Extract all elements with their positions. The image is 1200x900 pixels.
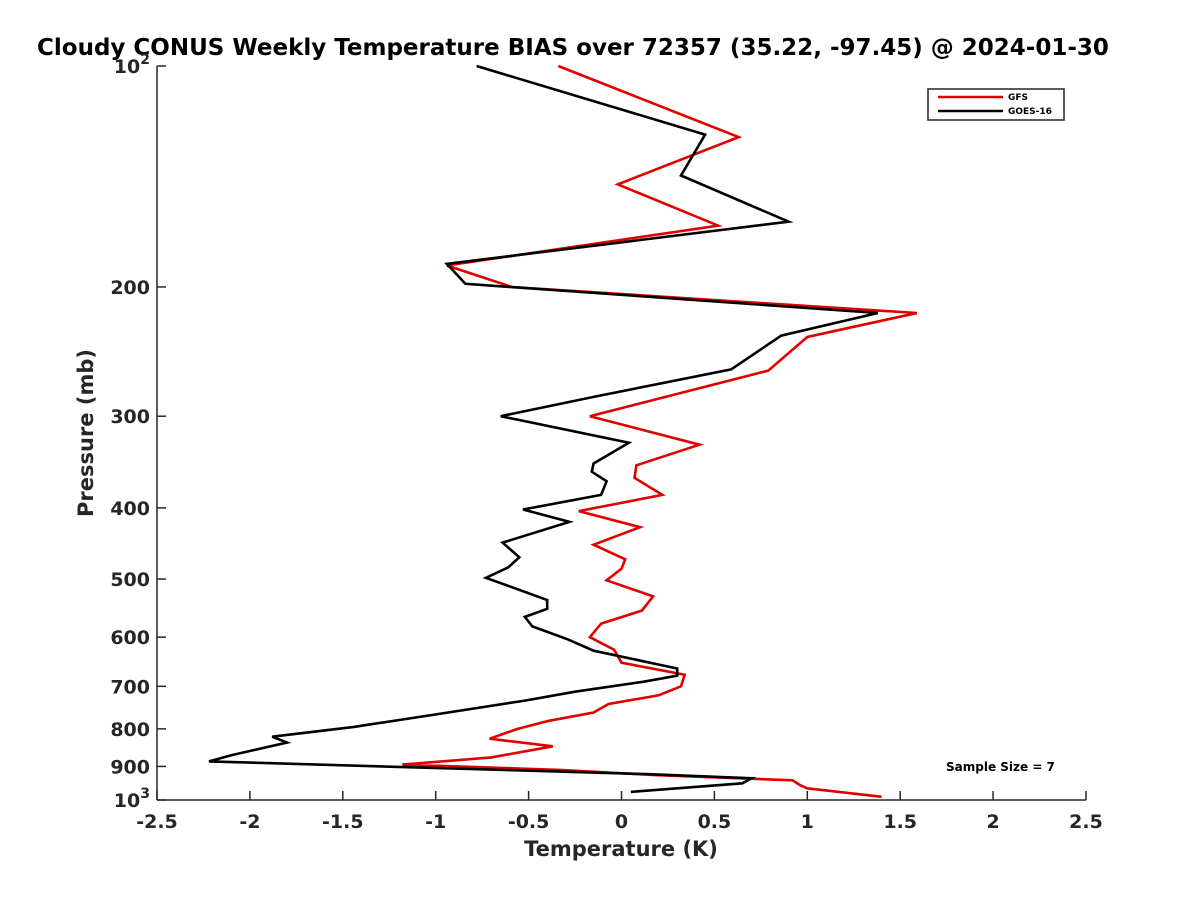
legend-label-goes16: GOES-16: [1008, 107, 1052, 117]
x-tick-label: 0: [615, 811, 628, 833]
sample-size-annotation: Sample Size = 7: [946, 760, 1055, 774]
y-axis-label: Pressure (mb): [74, 349, 98, 517]
y-tick-label: 102: [114, 52, 150, 78]
y-tick-label: 500: [110, 569, 150, 591]
plot-area: -2.5 -2 -1.5 -1 -0.5 0 0.5 1 1.5 2 2.5 102 200 300 400…: [110, 52, 1103, 833]
y-tick-label: 400: [110, 498, 150, 520]
x-tick-label: -0.5: [508, 811, 550, 833]
x-tick-label: 0.5: [698, 811, 732, 833]
x-tick-label: -2.5: [136, 811, 178, 833]
x-tick-label: -1: [425, 811, 446, 833]
series-line-gfs: [402, 64, 918, 799]
x-tick-label: 2.5: [1069, 811, 1103, 833]
chart-title: Cloudy CONUS Weekly Temperature BIAS ove…: [37, 35, 1109, 61]
y-tick-label: 103: [114, 786, 150, 812]
legend: GFS GOES-16: [927, 88, 1065, 121]
legend-box: [927, 88, 1065, 121]
y-tick-label: 600: [110, 627, 150, 649]
y-tick-label: 200: [110, 277, 150, 299]
x-tick-label: 2: [986, 811, 999, 833]
y-tick-label: 300: [110, 406, 150, 428]
x-tick-label: 1: [801, 811, 814, 833]
y-tick-label: 900: [110, 756, 150, 778]
series-line-goes16: [208, 64, 879, 794]
y-tick-label: 700: [110, 676, 150, 698]
x-tick-label: 1.5: [883, 811, 917, 833]
x-tick-label: -1.5: [322, 811, 364, 833]
x-axis-label: Temperature (K): [524, 837, 718, 861]
y-tick-label: 800: [110, 719, 150, 741]
legend-label-gfs: GFS: [1008, 93, 1028, 103]
x-tick-label: -2: [239, 811, 260, 833]
